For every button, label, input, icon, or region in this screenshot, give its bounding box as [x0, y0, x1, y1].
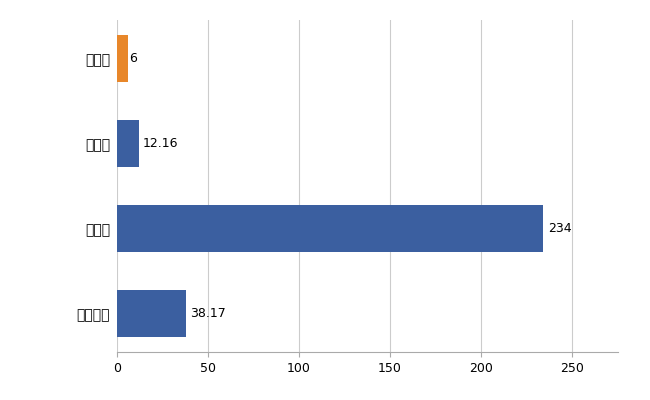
Text: 6: 6 — [129, 52, 136, 65]
Bar — [117, 290, 187, 337]
Bar — [117, 120, 139, 167]
Text: 12.16: 12.16 — [143, 137, 178, 150]
Bar — [117, 35, 128, 82]
Bar — [117, 205, 543, 252]
Text: 38.17: 38.17 — [190, 307, 226, 320]
Text: 234: 234 — [549, 222, 572, 235]
